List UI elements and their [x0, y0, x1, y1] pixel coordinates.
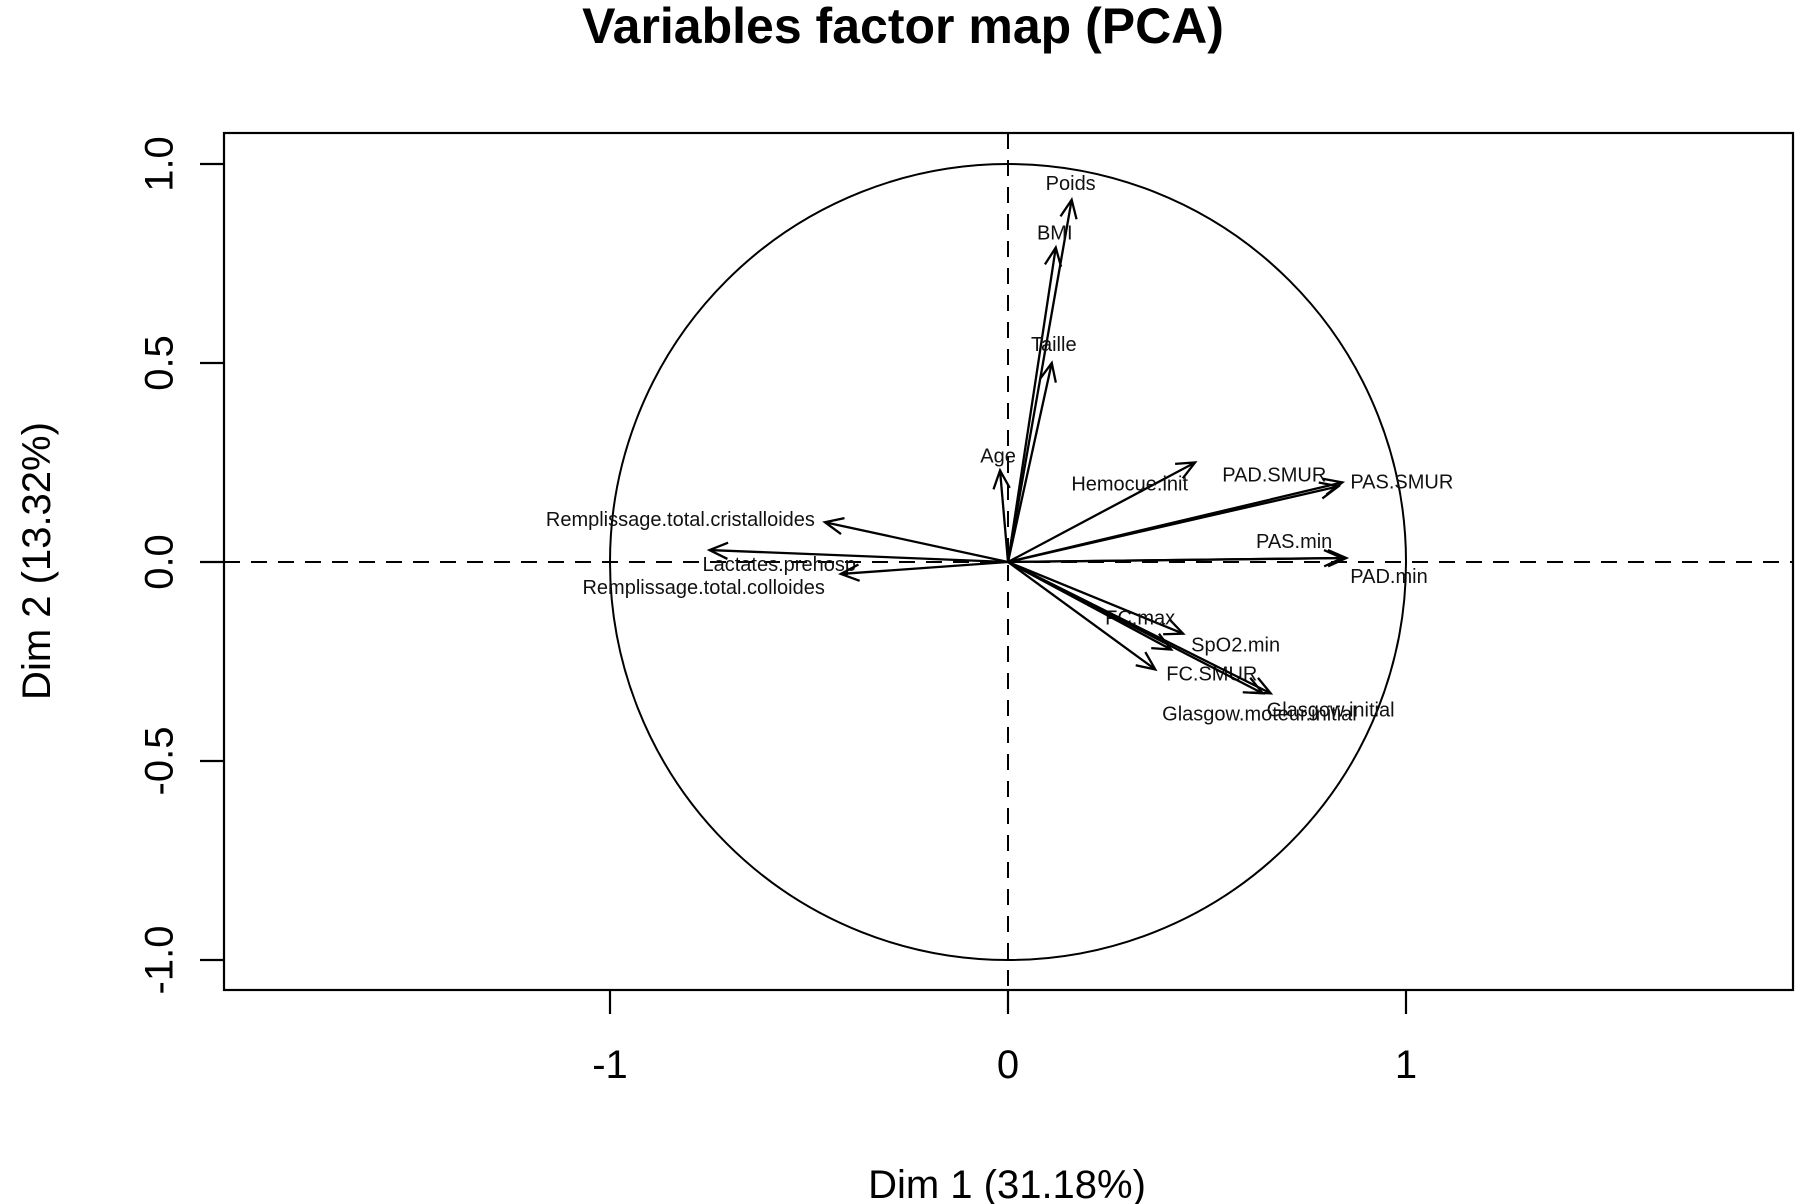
- variable-arrow: PAD.min: [1007, 549, 1428, 588]
- variable-label: Glasgow.moteur.initial: [1162, 703, 1357, 725]
- arrow-shaft: [1006, 247, 1057, 563]
- arrow-shaft: [1006, 362, 1053, 563]
- arrow-head: [1327, 549, 1350, 568]
- variable-label: PAS.min: [1256, 531, 1332, 553]
- variable-label: Age: [980, 445, 1016, 467]
- variable-label: Glasgow.initial: [1267, 699, 1395, 721]
- arrow-shaft: [1007, 481, 1343, 564]
- arrow-shaft: [1007, 560, 1272, 695]
- variable-arrow: Remplissage.total.cristalloides: [546, 509, 1009, 564]
- arrow-head: [838, 563, 861, 582]
- variable-arrow: Age: [980, 445, 1016, 563]
- arrow-shaft: [824, 521, 1009, 564]
- plot-area: Poids BMI Taille Age Hemocue.init PAD.SMUR PAS…: [224, 133, 1793, 990]
- arrow-shaft: [1007, 556, 1347, 564]
- y-tick-label: 0.5: [138, 335, 182, 391]
- variable-arrow: Remplissage.total.colloides: [582, 560, 1009, 599]
- arrow-head: [822, 516, 845, 535]
- arrow-shaft: [1007, 461, 1196, 564]
- arrow-shaft: [998, 470, 1010, 563]
- y-tick-label: 0.0: [138, 534, 182, 590]
- variable-arrow: Poids: [1006, 173, 1096, 563]
- arrow-head: [1250, 677, 1274, 695]
- variable-label: Remplissage.total.colloides: [582, 577, 824, 599]
- variable-label: SpO2.min: [1191, 635, 1280, 657]
- arrow-shaft: [840, 560, 1009, 576]
- variable-arrow: Hemocue.init: [1007, 461, 1198, 564]
- arrow-head: [706, 541, 729, 560]
- variable-arrow: Glasgow.initial: [1007, 560, 1395, 721]
- variable-label: BMI: [1037, 223, 1073, 245]
- x-tick-label: -1: [592, 1043, 628, 1087]
- x-axis: -1 0 1: [592, 990, 1417, 1087]
- y-tick-label: 1.0: [138, 136, 182, 192]
- x-tick-label: 0: [997, 1043, 1019, 1087]
- variable-label: Poids: [1046, 173, 1096, 195]
- arrow-head: [1135, 651, 1158, 672]
- arrow-shaft: [1006, 199, 1073, 563]
- variable-arrow: PAS.SMUR: [1007, 471, 1453, 564]
- variable-label: PAS.SMUR: [1350, 471, 1453, 493]
- arrow-head: [1043, 244, 1063, 268]
- arrow-head: [992, 467, 1011, 490]
- variable-label: Remplissage.total.cristalloides: [546, 509, 815, 531]
- arrow-shaft: [709, 548, 1009, 564]
- y-axis-title: Dim 2 (13.32%): [15, 422, 59, 700]
- variable-label: Taille: [1031, 334, 1077, 356]
- arrow-head: [1059, 197, 1078, 220]
- y-axis: -1.0 -0.5 0.0 0.5 1.0: [138, 136, 224, 994]
- arrow-head: [1038, 360, 1057, 383]
- x-axis-title: Dim 1 (31.18%): [868, 1163, 1146, 1204]
- variable-label: Hemocue.init: [1071, 474, 1188, 496]
- variable-arrow: Lactates.prehosp: [703, 541, 1009, 576]
- y-tick-label: -1.0: [138, 926, 182, 995]
- variable-arrow: BMI: [1006, 223, 1073, 563]
- arrow-head: [1163, 618, 1186, 636]
- variable-label: PAD.SMUR: [1222, 464, 1326, 486]
- chart-title: Variables factor map (PCA): [582, 0, 1224, 54]
- arrow-shaft: [1007, 560, 1184, 635]
- variable-label: PAD.min: [1350, 566, 1427, 588]
- arrow-head: [1322, 477, 1346, 496]
- variable-arrow: FC.max: [1007, 560, 1186, 636]
- x-tick-label: 1: [1395, 1043, 1417, 1087]
- arrow-shaft: [1007, 561, 1156, 671]
- arrow-head: [1175, 461, 1198, 479]
- variable-arrow: Taille: [1006, 334, 1077, 563]
- variable-label: Lactates.prehosp: [703, 554, 856, 576]
- y-tick-label: -0.5: [138, 727, 182, 796]
